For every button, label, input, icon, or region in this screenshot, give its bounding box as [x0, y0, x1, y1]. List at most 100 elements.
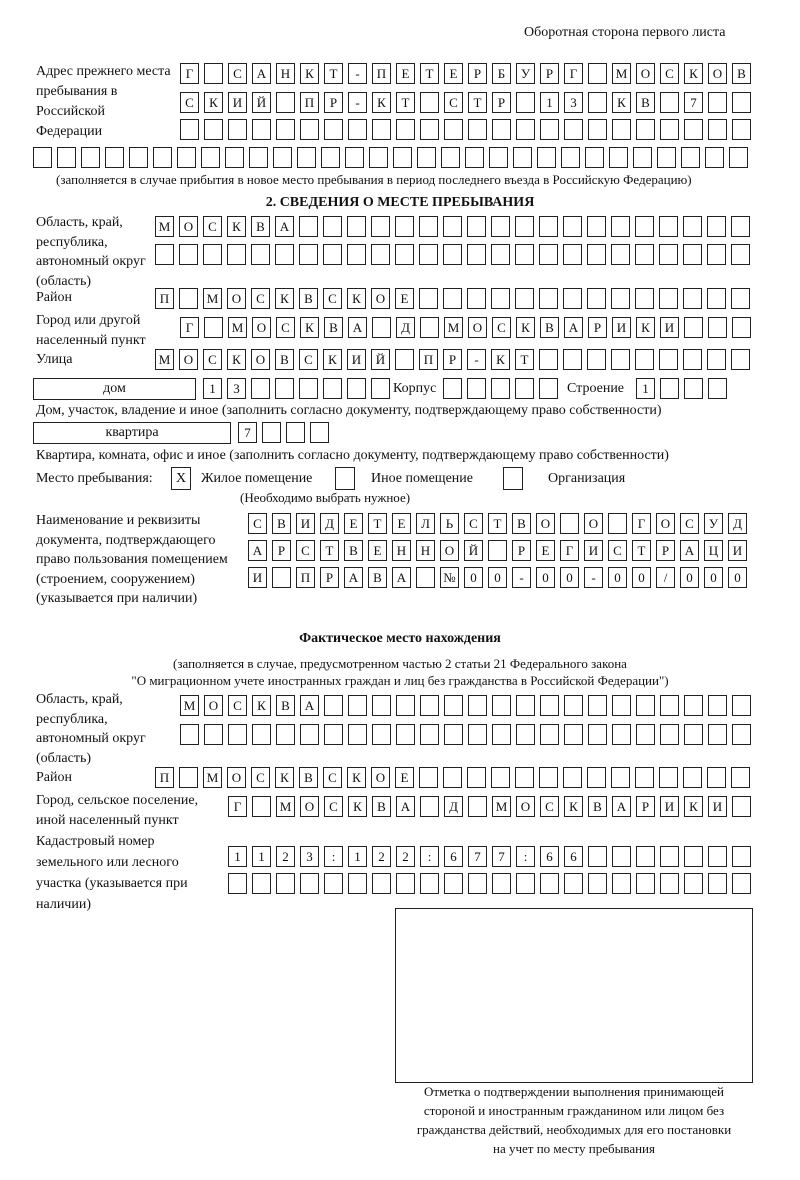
char-cell[interactable]: Д: [396, 317, 415, 338]
char-cell[interactable]: М: [203, 288, 222, 309]
char-cell[interactable]: [251, 244, 270, 265]
char-cell[interactable]: С: [203, 216, 222, 237]
char-cell[interactable]: К: [612, 92, 631, 113]
char-cell[interactable]: Г: [180, 317, 199, 338]
char-cell[interactable]: С: [660, 63, 679, 84]
char-cell[interactable]: [203, 244, 222, 265]
char-cell[interactable]: С: [680, 513, 699, 534]
char-cell[interactable]: Е: [536, 540, 555, 561]
char-cell[interactable]: Р: [512, 540, 531, 561]
char-cell[interactable]: К: [275, 288, 294, 309]
char-cell[interactable]: [660, 846, 679, 867]
char-cell[interactable]: С: [251, 767, 270, 788]
char-cell[interactable]: -: [584, 567, 603, 588]
char-cell[interactable]: 7: [468, 846, 487, 867]
char-cell[interactable]: В: [372, 796, 391, 817]
char-cell[interactable]: [707, 349, 726, 370]
char-cell[interactable]: К: [636, 317, 655, 338]
char-cell[interactable]: Т: [488, 513, 507, 534]
char-cell[interactable]: [420, 119, 439, 140]
char-cell[interactable]: М: [276, 796, 295, 817]
char-cell[interactable]: [585, 147, 604, 168]
char-cell[interactable]: [420, 92, 439, 113]
char-cell[interactable]: С: [228, 63, 247, 84]
char-cell[interactable]: [516, 873, 535, 894]
char-cell[interactable]: [612, 695, 631, 716]
char-cell[interactable]: [272, 567, 291, 588]
char-cell[interactable]: [588, 695, 607, 716]
char-cell[interactable]: К: [564, 796, 583, 817]
char-cell[interactable]: [468, 119, 487, 140]
char-cell[interactable]: [324, 873, 343, 894]
char-cell[interactable]: [153, 147, 172, 168]
char-cell[interactable]: [489, 147, 508, 168]
char-cell[interactable]: [371, 244, 390, 265]
char-cell[interactable]: [204, 63, 223, 84]
char-cell[interactable]: 2: [372, 846, 391, 867]
char-cell[interactable]: [372, 724, 391, 745]
char-cell[interactable]: 6: [540, 846, 559, 867]
char-cell[interactable]: [179, 767, 198, 788]
char-cell[interactable]: [611, 288, 630, 309]
char-cell[interactable]: М: [180, 695, 199, 716]
char-cell[interactable]: [612, 119, 631, 140]
char-cell[interactable]: [683, 767, 702, 788]
checkbox-residential[interactable]: X: [171, 467, 191, 490]
char-cell[interactable]: [371, 378, 390, 399]
char-cell[interactable]: [228, 724, 247, 745]
char-cell[interactable]: [155, 244, 174, 265]
char-cell[interactable]: 0: [560, 567, 579, 588]
char-cell[interactable]: [396, 695, 415, 716]
char-cell[interactable]: [419, 216, 438, 237]
char-cell[interactable]: С: [248, 513, 267, 534]
char-cell[interactable]: [420, 724, 439, 745]
char-cell[interactable]: [635, 216, 654, 237]
char-cell[interactable]: [588, 92, 607, 113]
char-cell[interactable]: В: [732, 63, 751, 84]
char-cell[interactable]: [708, 695, 727, 716]
char-cell[interactable]: О: [371, 767, 390, 788]
char-cell[interactable]: О: [179, 349, 198, 370]
char-cell[interactable]: 0: [608, 567, 627, 588]
char-cell[interactable]: А: [344, 567, 363, 588]
char-cell[interactable]: И: [248, 567, 267, 588]
char-cell[interactable]: Т: [468, 92, 487, 113]
char-cell[interactable]: [204, 317, 223, 338]
char-cell[interactable]: [684, 846, 703, 867]
char-cell[interactable]: И: [228, 92, 247, 113]
char-cell[interactable]: [321, 147, 340, 168]
char-cell[interactable]: 0: [536, 567, 555, 588]
char-cell[interactable]: [492, 873, 511, 894]
char-cell[interactable]: [324, 724, 343, 745]
char-cell[interactable]: [372, 317, 391, 338]
char-cell[interactable]: Р: [492, 92, 511, 113]
char-cell[interactable]: [369, 147, 388, 168]
char-cell[interactable]: [732, 92, 751, 113]
char-cell[interactable]: [515, 216, 534, 237]
char-cell[interactable]: О: [516, 796, 535, 817]
char-cell[interactable]: О: [227, 288, 246, 309]
char-cell[interactable]: В: [299, 767, 318, 788]
char-cell[interactable]: [731, 288, 750, 309]
char-cell[interactable]: [516, 119, 535, 140]
char-cell[interactable]: [731, 244, 750, 265]
char-cell[interactable]: О: [636, 63, 655, 84]
char-cell[interactable]: Р: [656, 540, 675, 561]
char-cell[interactable]: Г: [228, 796, 247, 817]
char-cell[interactable]: Й: [252, 92, 271, 113]
char-cell[interactable]: [540, 724, 559, 745]
char-cell[interactable]: [177, 147, 196, 168]
char-cell[interactable]: П: [155, 288, 174, 309]
char-cell[interactable]: [635, 767, 654, 788]
char-cell[interactable]: Е: [392, 513, 411, 534]
char-cell[interactable]: [659, 216, 678, 237]
char-cell[interactable]: [273, 147, 292, 168]
char-cell[interactable]: 3: [564, 92, 583, 113]
house-type-field[interactable]: дом: [33, 378, 196, 400]
char-cell[interactable]: [395, 244, 414, 265]
char-cell[interactable]: [660, 873, 679, 894]
char-cell[interactable]: [467, 244, 486, 265]
char-cell[interactable]: С: [251, 288, 270, 309]
char-cell[interactable]: [492, 119, 511, 140]
char-cell[interactable]: [372, 695, 391, 716]
